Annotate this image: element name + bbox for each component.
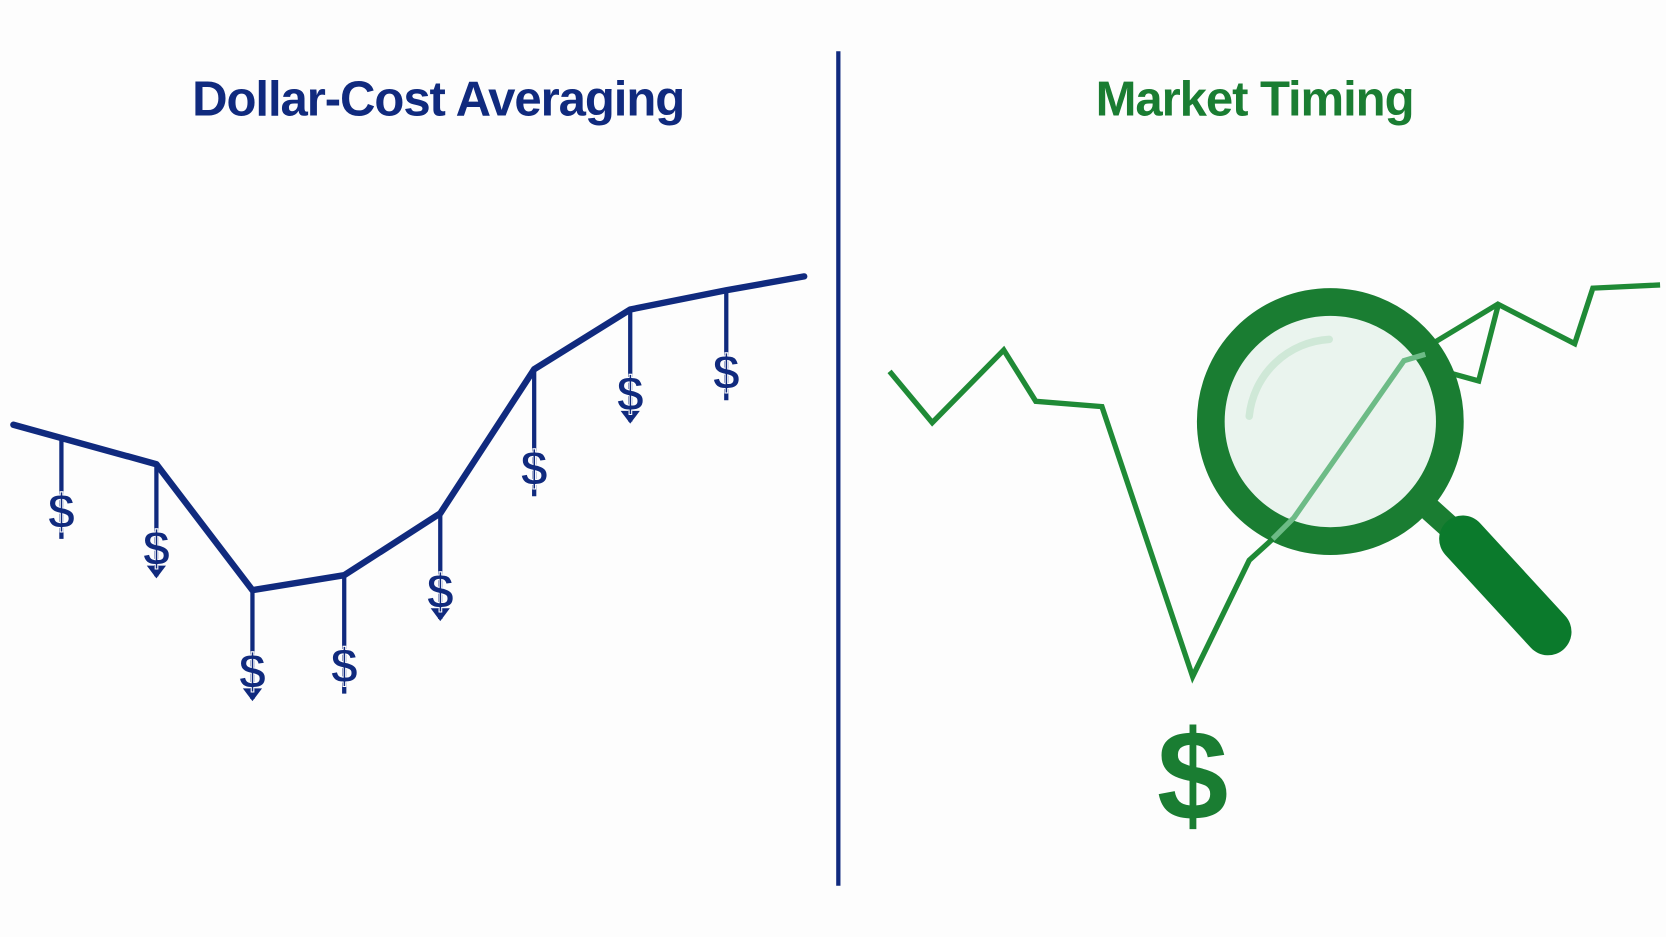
dollar-icon: $: [331, 640, 358, 694]
dollar-icon: $: [427, 565, 454, 619]
market-price-line-loop: [1451, 305, 1501, 385]
market-price-line-right: [1434, 282, 1661, 348]
dollar-icon: $: [239, 645, 266, 699]
magnifier-lens: [1196, 288, 1464, 555]
dollar-icon: $: [143, 523, 170, 577]
arrow-down-icon: [620, 410, 640, 424]
dca-price-line: [10, 273, 808, 594]
arrow-down-icon: [242, 688, 263, 702]
dca-title: Dollar-Cost Averaging: [192, 72, 684, 126]
market-timing-dollar-icon: $: [1157, 705, 1228, 848]
magnifying-glass-icon: [1196, 288, 1572, 656]
dollar-icon: $: [617, 368, 644, 422]
market-timing-title: Market Timing: [1096, 72, 1414, 126]
magnified-price-line: [1270, 351, 1427, 541]
arrow-down-icon: [430, 608, 450, 622]
lens-highlight: [1245, 335, 1333, 420]
dollar-icon: $: [48, 485, 75, 539]
dca-purchases: $ $ $ $ $ $ $ $: [47, 290, 740, 702]
magnifier-grip: [1439, 515, 1572, 656]
market-price-line: [887, 345, 1275, 684]
dollar-icon: $: [521, 443, 548, 497]
arrow-down-icon: [146, 565, 167, 579]
dollar-icon: $: [713, 347, 740, 401]
